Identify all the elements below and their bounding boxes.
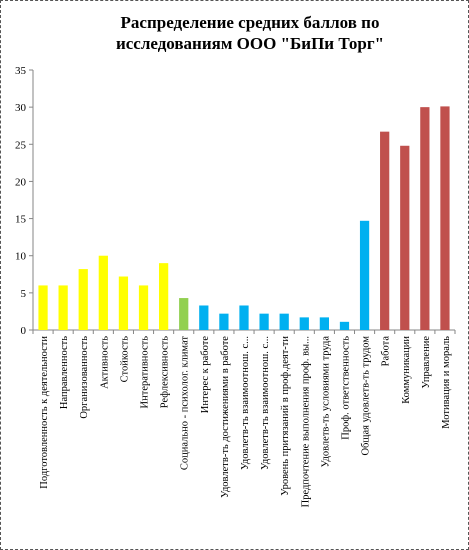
x-tick-label: Коммуникации <box>401 336 412 404</box>
bar <box>78 269 88 330</box>
y-tick-label: 20 <box>15 176 27 188</box>
x-tick-label: Предпочтение выполнения проф. вы... <box>300 336 311 507</box>
bar <box>239 305 249 330</box>
x-tick-label: Удовлетв-ть условиями труда <box>320 336 331 468</box>
bar <box>158 263 169 330</box>
bar <box>420 107 430 331</box>
y-tick-label: 0 <box>21 325 27 337</box>
bar <box>359 220 370 330</box>
x-tick-label: Рефлексивность <box>160 336 171 408</box>
chart-title-line-2: исследованиям ООО "БиПи Торг" <box>115 34 385 53</box>
bar <box>380 131 390 330</box>
y-tick-label: 30 <box>15 102 27 114</box>
bar <box>179 298 189 330</box>
x-tick-label: Стойкость <box>119 336 130 383</box>
bar <box>400 145 410 330</box>
x-tick-label: Проф. ответственность <box>340 336 351 440</box>
x-tick-label: Удовлетв-ть взаимоотнош. с... <box>260 336 271 470</box>
chart-title: Распределение средних баллов по исследов… <box>60 12 440 54</box>
x-tick-label: Удовлетв-ть достижениями в работе <box>220 336 231 498</box>
bar <box>299 317 309 330</box>
bar <box>58 285 68 330</box>
y-tick-label: 5 <box>21 288 27 300</box>
x-tick-label: Общая удовлетв-ть трудом <box>361 336 372 456</box>
y-tick-label: 25 <box>15 139 27 151</box>
x-tick-label: Работа <box>381 336 392 367</box>
bar <box>199 305 209 330</box>
x-tick-label: Подготовленность к деятельности <box>39 336 50 489</box>
bar <box>440 106 450 331</box>
bar <box>319 317 330 330</box>
x-tick-label: Уровень притязаний в проф.деят-ти <box>280 336 291 496</box>
bar <box>138 285 149 330</box>
x-tick-label: Управление <box>421 336 432 389</box>
x-tick-label: Интерес к работе <box>200 336 211 414</box>
x-tick-label: Интеративность <box>140 336 151 409</box>
x-tick-label: Мотивация и мораль <box>441 336 452 429</box>
bar <box>118 276 129 330</box>
y-tick-label: 10 <box>15 251 27 263</box>
bar <box>98 255 108 330</box>
bar <box>259 313 269 330</box>
bar <box>339 321 350 330</box>
x-tick-label: Организованность <box>79 336 90 419</box>
bar <box>38 285 48 330</box>
bar <box>279 313 289 330</box>
x-tick-label: Удовлетв-ть взаимоотнош. с... <box>240 336 251 470</box>
y-tick-label: 15 <box>15 214 27 226</box>
x-tick-label: Направленность <box>59 336 70 409</box>
chart-title-line-1: Распределение средних баллов по <box>120 13 380 32</box>
x-tick-label: Социально - психолог. климат <box>180 336 191 471</box>
bar <box>219 313 229 330</box>
y-tick-label: 35 <box>15 65 27 77</box>
x-tick-label: Активность <box>99 336 110 389</box>
